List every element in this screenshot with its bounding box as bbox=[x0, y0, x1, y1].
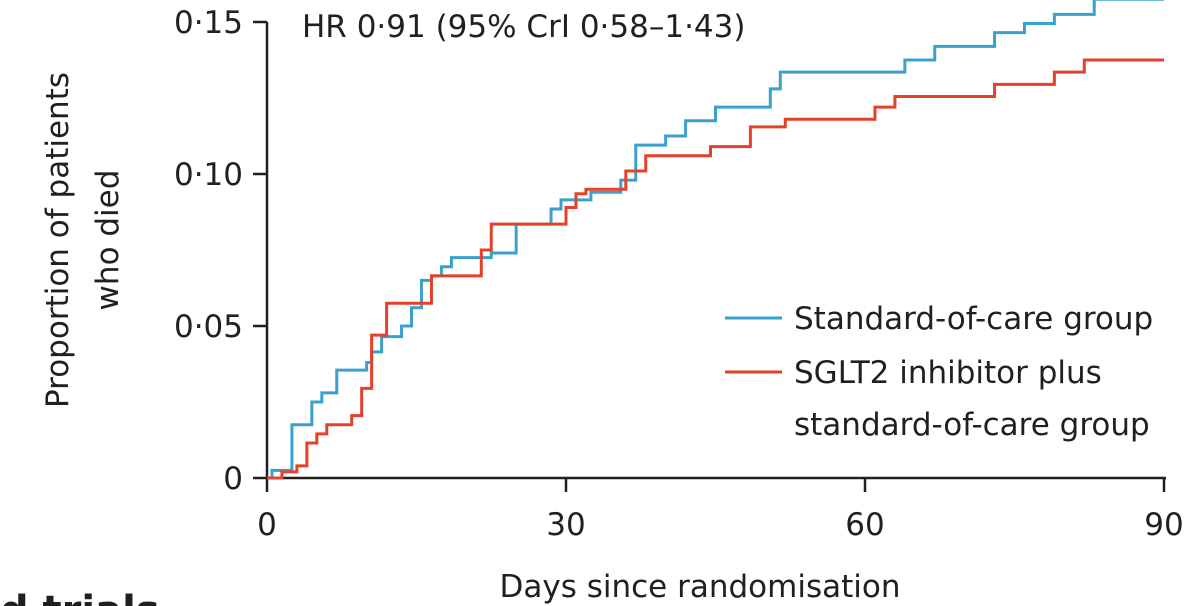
x-tick-label: 30 bbox=[546, 507, 585, 543]
x-tick-label: 60 bbox=[845, 507, 884, 543]
y-axis-title: Proportion of patients who died bbox=[40, 72, 126, 408]
y-tick-label: 0·05 bbox=[174, 309, 243, 345]
legend-label-sglt2: SGLT2 inhibitor plus bbox=[794, 355, 1102, 391]
series-lines bbox=[267, 0, 1164, 480]
sglt2-series-line bbox=[267, 58, 1164, 480]
y-tick-label: 0·10 bbox=[174, 157, 243, 193]
y-axis-title-line-1: Proportion of patients bbox=[40, 72, 76, 408]
legend-label-standard-of-care: Standard-of-care group bbox=[794, 301, 1153, 337]
axis-ticks: 0 30 60 90 0 0·05 0·10 0·15 bbox=[174, 5, 1184, 543]
standard-of-care-series-line bbox=[267, 0, 1164, 480]
y-axis-title-line-2: who died bbox=[90, 170, 126, 311]
y-tick-label: 0·15 bbox=[174, 5, 243, 41]
hazard-ratio-annotation: HR 0·91 (95% CrI 0·58–1·43) bbox=[302, 9, 745, 45]
x-tick-label: 0 bbox=[257, 507, 277, 543]
cropped-heading-text: d trials bbox=[0, 588, 160, 606]
legend-label-sglt2: standard-of-care group bbox=[794, 407, 1150, 443]
legend: Standard-of-care group SGLT2 inhibitor pl… bbox=[725, 301, 1153, 443]
x-axis-title: Days since randomisation bbox=[500, 569, 901, 605]
y-tick-label: 0 bbox=[223, 461, 243, 497]
x-tick-label: 90 bbox=[1144, 507, 1183, 543]
